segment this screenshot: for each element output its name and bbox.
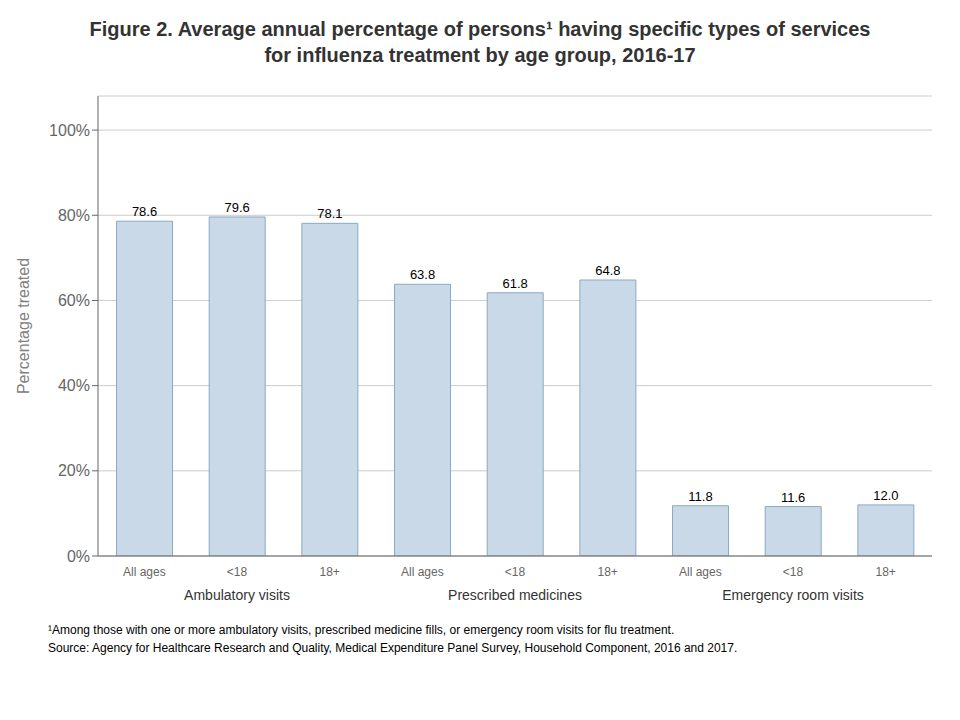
html-text:¹Among those with one or more: ¹Among those with one or more ambulatory… (48, 623, 675, 637)
svg-text:78.6: 78.6 (132, 204, 157, 219)
html-text:Figure 2. Average annual perce: Figure 2. Average annual percentage of p… (89, 18, 871, 66)
svg-text:40%: 40% (58, 377, 90, 394)
svg-text:<18: <18 (505, 565, 526, 579)
svg-text:<18: <18 (227, 565, 248, 579)
svg-text:80%: 80% (58, 207, 90, 224)
svg-text:0%: 0% (67, 548, 90, 565)
svg-text:60%: 60% (58, 292, 90, 309)
svg-text:Emergency room visits: Emergency room visits (722, 587, 864, 603)
svg-text:18+: 18+ (597, 565, 617, 579)
svg-text:64.8: 64.8 (595, 263, 620, 278)
svg-text:20%: 20% (58, 462, 90, 479)
svg-text:78.1: 78.1 (317, 206, 342, 221)
svg-text:61.8: 61.8 (503, 276, 528, 291)
svg-text:100%: 100% (49, 122, 90, 139)
svg-text:11.6: 11.6 (781, 490, 805, 505)
svg-text:Ambulatory visits: Ambulatory visits (184, 587, 290, 603)
svg-text:All ages: All ages (401, 565, 444, 579)
svg-text:11.8: 11.8 (688, 489, 712, 504)
svg-text:<18: <18 (783, 565, 804, 579)
svg-text:Prescribed medicines: Prescribed medicines (448, 587, 582, 603)
svg-text:18+: 18+ (319, 565, 339, 579)
svg-text:79.6: 79.6 (225, 200, 250, 215)
html-text:Source: Agency for Healthcare: Source: Agency for Healthcare Research a… (48, 641, 738, 655)
svg-text:All ages: All ages (679, 565, 722, 579)
svg-text:18+: 18+ (875, 565, 895, 579)
svg-text:12.0: 12.0 (873, 488, 898, 503)
svg-text:All ages: All ages (123, 565, 166, 579)
svg-text:Percentage treated: Percentage treated (15, 258, 32, 394)
svg-text:63.8: 63.8 (410, 267, 435, 282)
